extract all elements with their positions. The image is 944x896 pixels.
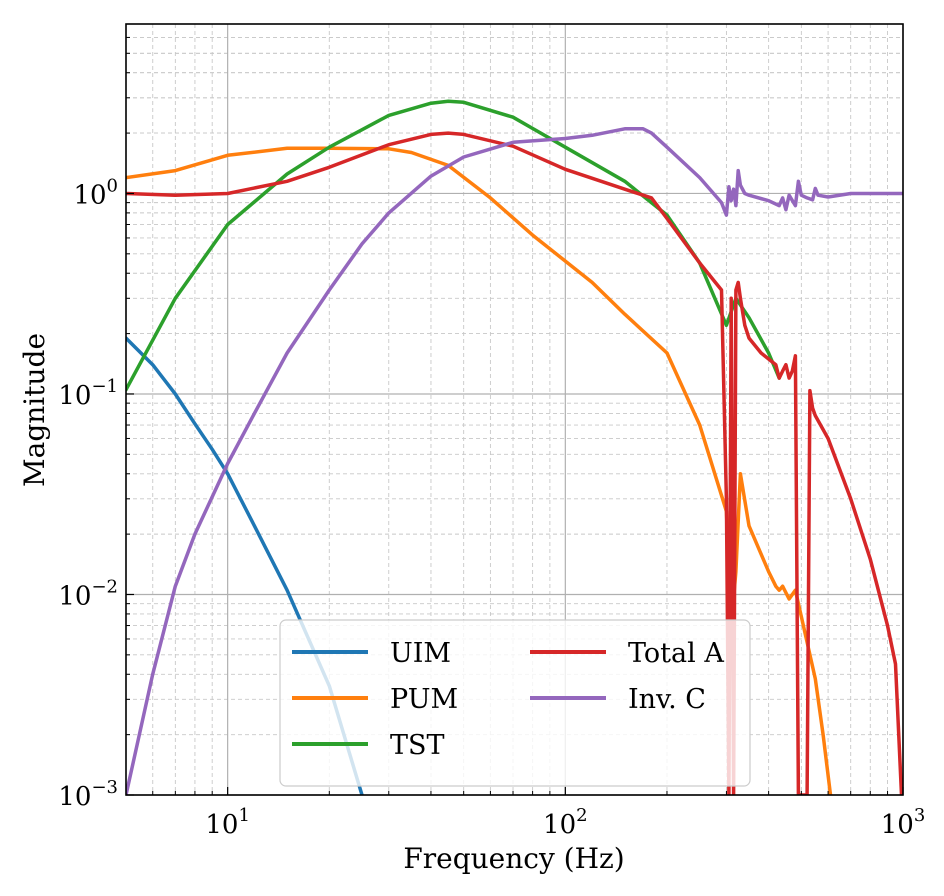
- plot-area: [126, 99, 903, 795]
- legend-label: UIM: [390, 638, 451, 669]
- y-tick-label: 10−2: [58, 576, 118, 611]
- axis-ticks: 101 102 103 10−3 10−2 10−1 100: [58, 23, 926, 840]
- x-tick-label: 101: [205, 805, 250, 840]
- y-tick-label: 10−3: [58, 777, 118, 812]
- legend-label: TST: [390, 730, 445, 761]
- series-line-total-a: [126, 131, 903, 795]
- y-tick-label: 100: [73, 175, 118, 210]
- plot-frame: [125, 23, 904, 796]
- x-tick-label: 102: [543, 805, 588, 840]
- x-tick-label: 103: [881, 805, 926, 840]
- legend-box: [279, 619, 751, 787]
- y-axis-label: Magnitude: [18, 333, 51, 487]
- series-line-pum: [126, 146, 833, 795]
- series-line-tst: [126, 99, 781, 392]
- legend-label: Inv. C: [628, 684, 706, 715]
- legend: UIM PUM TST Total A Inv. C: [279, 619, 751, 787]
- legend-label: Total A: [628, 638, 724, 669]
- series-line-inv-c: [126, 127, 903, 795]
- legend-label: PUM: [390, 684, 458, 715]
- y-tick-label: 10−1: [58, 376, 118, 411]
- x-axis-label: Frequency (Hz): [403, 842, 624, 875]
